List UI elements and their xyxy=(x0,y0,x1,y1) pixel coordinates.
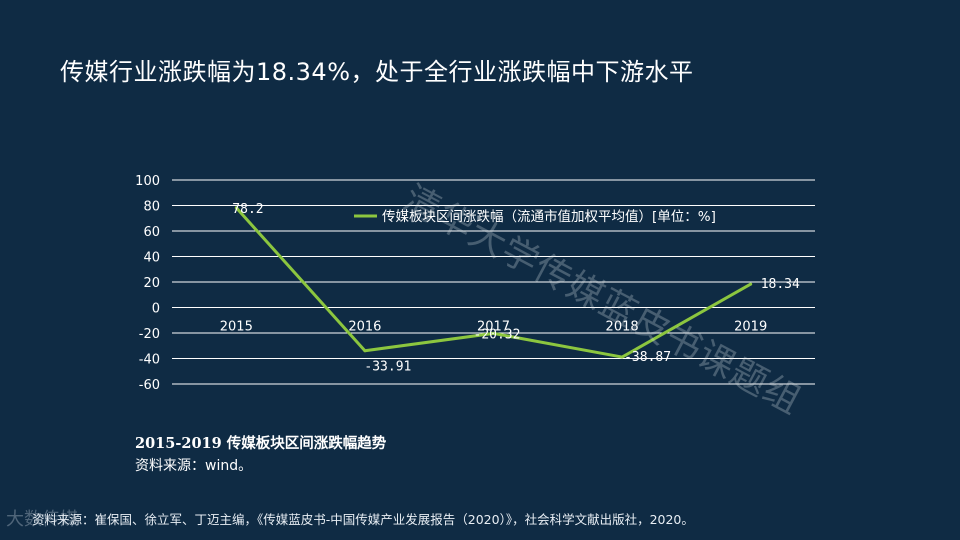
y-tick-label: 80 xyxy=(143,200,160,215)
y-tick-label: 100 xyxy=(135,174,160,189)
y-tick-label: 60 xyxy=(143,225,160,240)
x-tick-label: 2015 xyxy=(220,320,253,335)
footnote: 资料来源：崔保国、徐立军、丁迈主编，《传媒蓝皮书-中国传媒产业发展报告（2020… xyxy=(32,512,694,527)
data-point xyxy=(492,331,495,335)
data-label: -33.91 xyxy=(364,360,411,375)
y-tick-label: -20 xyxy=(139,327,160,342)
legend: 传媒板块区间涨跌幅（流通市值加权平均值）[单位：%] xyxy=(354,208,716,225)
x-tick-label: 2018 xyxy=(606,320,639,335)
y-tick-label: 20 xyxy=(143,276,160,291)
y-tick-label: -60 xyxy=(139,378,160,393)
data-point xyxy=(749,282,753,286)
series-layer xyxy=(234,206,753,359)
data-point xyxy=(234,206,238,210)
data-label: -38.87 xyxy=(624,350,671,365)
legend-label: 传媒板块区间涨跌幅（流通市值加权平均值）[单位：%] xyxy=(382,208,716,225)
x-tick-label: 2017 xyxy=(477,320,510,335)
x-tick-label: 2016 xyxy=(348,320,381,335)
data-label: -20.32 xyxy=(474,327,521,342)
y-tick-label: -40 xyxy=(139,353,160,368)
x-tick-label: 2019 xyxy=(734,320,767,335)
data-label: 18.34 xyxy=(761,277,800,292)
data-point xyxy=(620,355,624,359)
data-source: 资料来源：wind。 xyxy=(135,458,253,474)
logo-watermark: 大数传媒 xyxy=(6,509,78,530)
y-axis-ticks: 100 80 60 40 20 0 -20 -40 -60 xyxy=(135,174,160,393)
chart-caption: 2015-2019 传媒板块区间涨跌幅趋势 xyxy=(135,435,387,452)
data-label: 78.2 xyxy=(232,202,263,217)
data-point xyxy=(363,349,367,353)
page-title: 传媒行业涨跌幅为18.34%，处于全行业涨跌幅中下游水平 xyxy=(60,58,694,86)
y-tick-label: 0 xyxy=(152,302,160,317)
x-axis-ticks: 2015 2016 2017 2018 2019 xyxy=(220,320,767,335)
data-labels: 78.2 -33.91 -20.32 -38.87 18.34 xyxy=(232,202,800,375)
y-tick-label: 40 xyxy=(143,251,160,266)
